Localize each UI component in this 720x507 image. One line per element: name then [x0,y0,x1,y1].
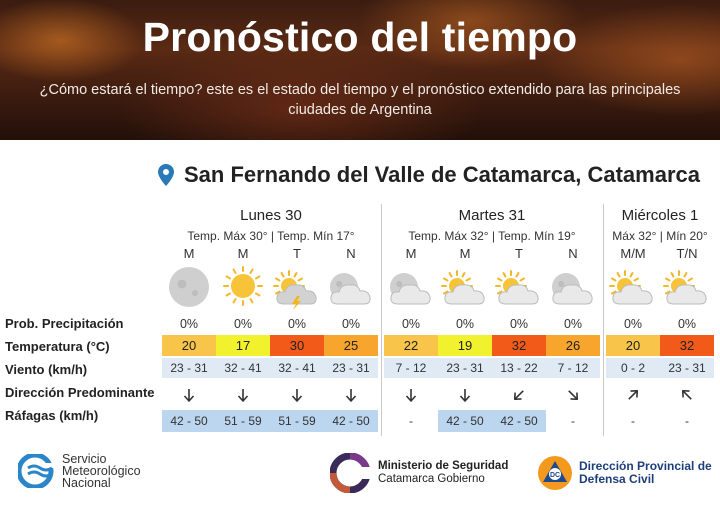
gusts-cell: 51 - 59 [216,410,270,432]
wind-cell: 23 - 31 [162,358,216,378]
wind-direction-arrow-icon [459,389,471,402]
sun-cloud-icon [441,270,485,305]
moon-cloud-icon [330,273,371,305]
defensa-civil-logo-icon: DC [538,456,572,490]
wind-cell: 32 - 41 [216,358,270,378]
period-label: M/M [620,246,646,261]
temperature-cell: 25 [324,335,378,356]
gusts-cell: 42 - 50 [324,410,378,432]
row-label-wind: Viento (km/h) [5,362,88,377]
precip-cell: 0% [179,317,199,331]
day-temps: Máx 32° | Mín 20° [612,229,708,243]
wind-direction-arrow-icon [345,389,357,402]
sun-icon [223,266,263,306]
precip-cell: 0% [341,317,361,331]
wind-cell: 13 - 22 [492,358,546,378]
wind-cell: 32 - 41 [270,358,324,378]
gusts-cell: 42 - 50 [492,410,546,432]
day-name: Miércoles 1 [621,207,699,224]
sun-cloud-icon [609,270,653,305]
temperature-cell: 22 [384,335,438,356]
precip-cell: 0% [455,317,475,331]
smn-logo: Servicio Meteorológico Nacional [18,453,141,489]
city-name: San Fernando del Valle de Catamarca, Cat… [183,162,700,187]
gusts-cell: - [571,414,575,428]
temperature-cell: 26 [546,335,600,356]
day-temps: Temp. Máx 32° | Temp. Mín 19° [408,229,576,243]
moon-icon [169,267,209,307]
period-label: M [183,246,195,261]
page-title: Pronóstico del tiempo [142,14,578,60]
ministerio-logo-icon [330,453,370,493]
temperature-cell: 19 [438,335,492,356]
period-label: T [293,246,301,261]
precip-cell: 0% [623,317,643,331]
defensa-civil-logo: DC Dirección Provincial de Defensa Civil [537,455,712,491]
gusts-cell: - [685,414,689,428]
temperature-cell: 30 [270,335,324,356]
precip-cell: 0% [509,317,529,331]
map-pin-icon [157,164,174,186]
precip-cell: 0% [401,317,421,331]
row-label-precip: Prob. Precipitación [5,316,124,331]
period-label: N [568,246,578,261]
period-label: M [405,246,417,261]
row-label-gusts: Ráfagas (km/h) [5,408,99,423]
day-divider [603,204,604,436]
smn-logo-icon [18,454,56,488]
temperature-cell: 20 [162,335,216,356]
day-name: Lunes 30 [240,207,302,224]
ministerio-logo: Ministerio de Seguridad Catamarca Gobier… [330,453,508,493]
gusts-cell: 42 - 50 [162,410,216,432]
temperature-cell: 32 [660,335,714,356]
day-temps: Temp. Máx 30° | Temp. Mín 17° [187,229,355,243]
sun-storm-cloud-icon [273,270,317,310]
temperature-cell: 17 [216,335,270,356]
period-label: T/N [676,246,698,261]
temperature-cell: 20 [606,335,660,356]
ministerio-logo-text: Ministerio de Seguridad Catamarca Gobier… [378,460,509,485]
period-label: M [459,246,471,261]
moon-cloud-icon [390,273,431,305]
sun-cloud-icon [663,270,707,305]
wind-direction-arrow-icon [681,389,692,400]
defensa-civil-logo-text: Dirección Provincial de Defensa Civil [579,459,712,486]
gusts-cell: - [631,414,635,428]
precip-cell: 0% [233,317,253,331]
period-label: T [515,246,523,261]
wind-cell: 23 - 31 [438,358,492,378]
row-label-direction: Dirección Predominante [5,385,155,400]
wind-direction-arrow-icon [628,389,639,400]
temperature-cell: 32 [492,335,546,356]
precip-cell: 0% [563,317,583,331]
period-label: N [346,246,356,261]
wind-direction-arrow-icon [513,390,524,401]
smn-logo-text: Servicio Meteorológico Nacional [62,452,141,490]
gusts-cell: - [409,414,413,428]
header-banner: Pronóstico del tiempo ¿Cómo estará el ti… [0,0,720,140]
wind-cell: 23 - 31 [324,358,378,378]
sun-cloud-icon [495,270,539,305]
wind-direction-arrow-icon [568,390,579,401]
wind-direction-arrow-icon [237,389,249,402]
wind-cell: 7 - 12 [546,358,600,378]
day-name: Martes 31 [458,207,526,224]
precip-cell: 0% [677,317,697,331]
row-label-temp: Temperatura (°C) [5,339,110,354]
gusts-cell: 51 - 59 [270,410,324,432]
day-divider [381,204,382,436]
svg-text:DC: DC [550,472,560,479]
period-label: M [237,246,249,261]
wind-direction-arrow-icon [183,389,195,402]
wind-cell: 7 - 12 [384,358,438,378]
moon-cloud-icon [552,273,593,305]
location-heading: San Fernando del Valle de Catamarca, Cat… [157,160,700,190]
precip-cell: 0% [287,317,307,331]
wind-direction-arrow-icon [405,389,417,402]
wind-direction-arrow-icon [291,389,303,402]
gusts-cell: 42 - 50 [438,410,492,432]
page-subtitle: ¿Cómo estará el tiempo? este es el estad… [39,82,681,118]
wind-cell: 0 - 2 [606,358,660,378]
wind-cell: 23 - 31 [660,358,714,378]
